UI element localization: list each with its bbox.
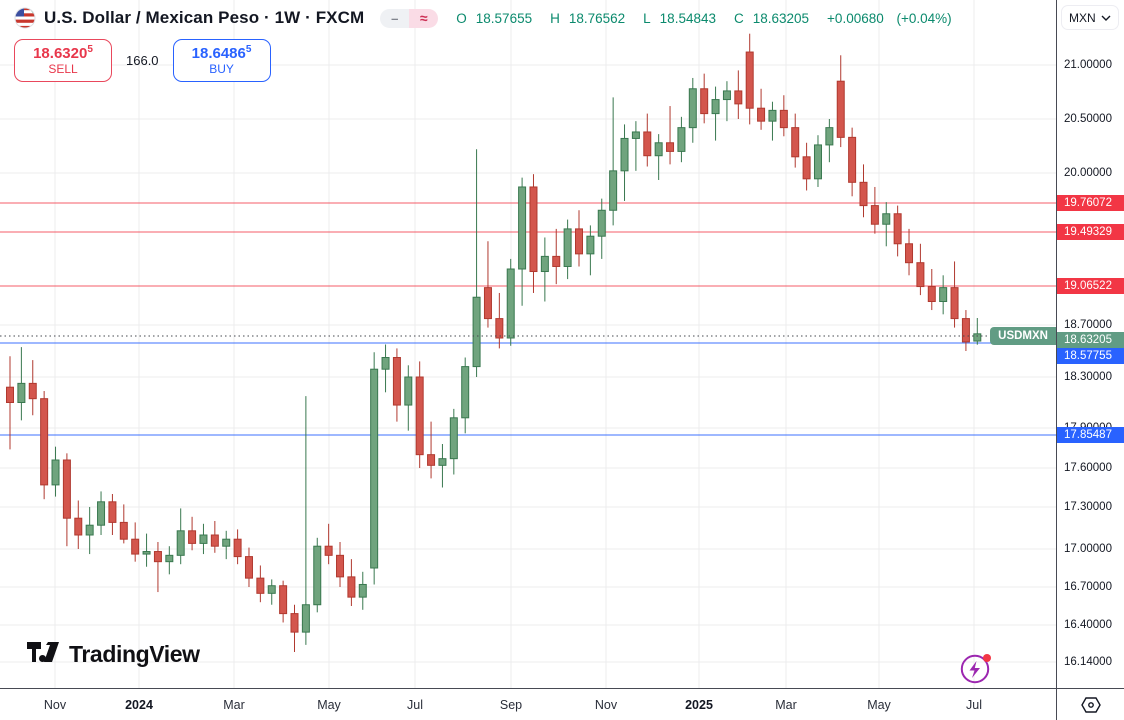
tradingview-watermark: TradingView xyxy=(26,641,200,668)
price-axis-label: 17.60000 xyxy=(1064,462,1112,474)
time-axis-label: Mar xyxy=(775,697,797,712)
ohlc-readout: O 18.57655 H 18.76562 L 18.54843 C 18.63205 … xyxy=(456,11,969,26)
time-axis-label: 2025 xyxy=(685,697,713,712)
collapse-legend-button[interactable]: – xyxy=(380,8,410,28)
price-level-badge: 19.06522 xyxy=(1057,278,1124,294)
minus-icon: – xyxy=(391,10,399,26)
price-axis-label: 17.00000 xyxy=(1064,543,1112,555)
legend-pills: – ≈ xyxy=(380,8,439,28)
price-axis-label: 18.70000 xyxy=(1064,319,1112,331)
buy-price: 18.64865 xyxy=(191,44,252,63)
price-axis-label: 16.70000 xyxy=(1064,581,1112,593)
time-axis-label: Nov xyxy=(594,697,618,712)
price-level-badge: 19.49329 xyxy=(1057,224,1124,240)
price-level-badge: 18.57755 xyxy=(1057,348,1124,364)
price-axis-label: 16.40000 xyxy=(1064,619,1112,631)
notification-dot-icon xyxy=(983,654,991,662)
low-value: L 18.54843 xyxy=(643,10,716,26)
price-axis-label: 16.14000 xyxy=(1064,656,1112,668)
price-axis-label: 20.00000 xyxy=(1064,167,1112,179)
axis-settings-corner[interactable] xyxy=(1057,689,1124,720)
time-axis-label: 2024 xyxy=(125,697,153,712)
us-mexico-flag-icon xyxy=(14,7,36,29)
price-scale-settings-icon xyxy=(1080,696,1101,713)
spread-value: 166.0 xyxy=(126,53,159,68)
symbol-title[interactable]: U.S. Dollar / Mexican Peso · 1W · FXCM xyxy=(44,8,365,27)
time-axis-label: Jul xyxy=(966,697,982,712)
price-axis-label: 20.50000 xyxy=(1064,113,1112,125)
time-axis-label: Sep xyxy=(499,697,523,712)
trade-panel: 18.63205 SELL 166.0 18.64865 BUY xyxy=(14,39,271,82)
high-value: H 18.76562 xyxy=(550,10,626,26)
close-value: C 18.63205 xyxy=(733,10,810,26)
candlestick-chart[interactable] xyxy=(0,0,1056,688)
currency-unit-button[interactable]: MXN xyxy=(1061,5,1119,30)
change-value: +0.00680 (+0.04%) xyxy=(827,10,952,26)
buy-label: BUY xyxy=(209,61,234,76)
price-level-badge: 19.76072 xyxy=(1057,195,1124,211)
chevron-down-icon xyxy=(1101,15,1111,21)
time-axis-label: Jul xyxy=(407,697,423,712)
time-axis-label: Mar xyxy=(223,697,245,712)
open-value: O 18.57655 xyxy=(456,10,533,26)
time-axis-label: May xyxy=(317,697,341,712)
time-axis-label: Nov xyxy=(43,697,67,712)
time-axis-label: May xyxy=(867,697,891,712)
approx-price-button[interactable]: ≈ xyxy=(409,8,439,28)
time-axis-separator xyxy=(0,688,1124,689)
price-axis-label: 17.30000 xyxy=(1064,501,1112,513)
tradingview-logo-icon xyxy=(27,642,59,662)
tradingview-wordmark: TradingView xyxy=(69,641,200,667)
price-axis-label: 21.00000 xyxy=(1064,59,1112,71)
symbol-legend: U.S. Dollar / Mexican Peso · 1W · FXCM –… xyxy=(14,7,970,29)
price-axis[interactable]: 21.00000 20.50000 20.00000 18.70000 18.30000… xyxy=(1057,0,1124,688)
time-axis[interactable]: Nov 2024 Mar May Jul Sep Nov 2025 Mar May Jul xyxy=(0,689,1056,720)
sell-price: 18.63205 xyxy=(33,44,93,63)
price-level-badge: 17.85487 xyxy=(1057,427,1124,443)
lightning-button[interactable] xyxy=(958,650,994,686)
symbol-price-pill: USDMXN xyxy=(990,327,1056,345)
price-axis-separator xyxy=(1056,0,1057,720)
buy-button[interactable]: 18.64865 BUY xyxy=(172,39,271,82)
price-axis-label: 18.30000 xyxy=(1064,371,1112,383)
lightning-icon xyxy=(969,661,980,678)
sell-button[interactable]: 18.63205 SELL xyxy=(14,39,112,82)
approx-icon: ≈ xyxy=(419,10,428,26)
sell-label: SELL xyxy=(48,61,78,76)
currency-unit-label: MXN xyxy=(1069,10,1096,25)
price-level-badge: 18.63205 xyxy=(1057,332,1124,348)
